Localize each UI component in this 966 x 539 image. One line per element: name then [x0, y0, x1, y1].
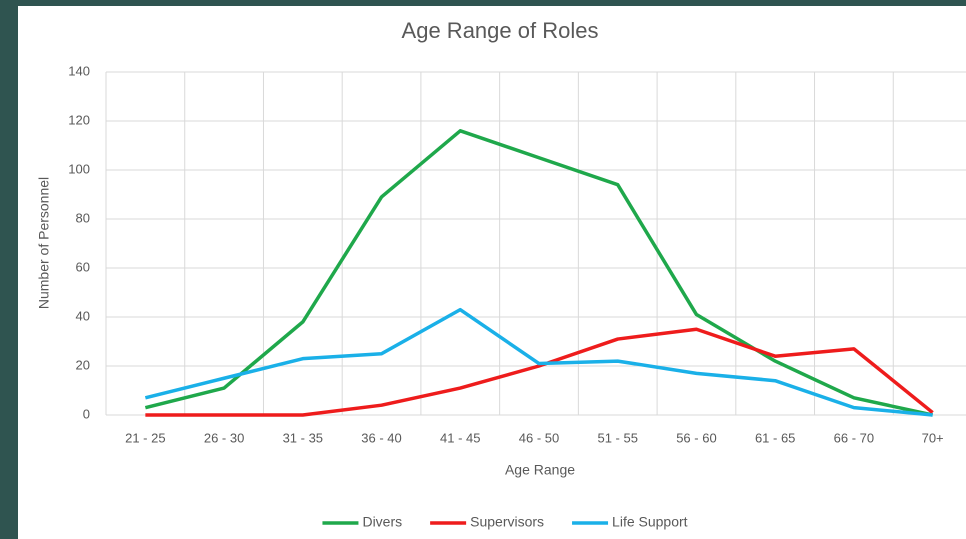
legend: Divers Supervisors Life Support	[322, 514, 688, 530]
y-tick-label: 140	[68, 63, 90, 78]
y-tick-label: 20	[76, 357, 90, 372]
x-tick-label: 36 - 40	[361, 430, 401, 445]
y-tick-label: 60	[76, 259, 90, 274]
x-tick-label: 46 - 50	[519, 430, 559, 445]
x-tick-label: 51 - 55	[597, 430, 637, 445]
chart-title: Age Range of Roles	[402, 18, 599, 43]
x-tick-label: 61 - 65	[755, 430, 795, 445]
x-axis-label: Age Range	[505, 462, 575, 478]
x-tick-label: 70+	[922, 430, 944, 445]
x-tick-label: 56 - 60	[676, 430, 716, 445]
series-line	[144, 129, 934, 417]
x-tick-label: 26 - 30	[204, 430, 244, 445]
y-tick-label: 100	[68, 161, 90, 176]
legend-label: Life Support	[612, 514, 688, 530]
x-tick-label: 66 - 70	[834, 430, 874, 445]
legend-label: Divers	[362, 514, 402, 530]
series-line	[145, 327, 934, 417]
series-line	[144, 307, 933, 417]
y-tick-label: 0	[83, 406, 90, 421]
x-tick-label: 21 - 25	[125, 430, 165, 445]
x-tick-label: 31 - 35	[283, 430, 323, 445]
plot	[144, 129, 934, 417]
y-tick-label: 120	[68, 112, 90, 127]
chart-area	[18, 6, 966, 539]
y-tick-label: 80	[76, 210, 90, 225]
y-tick-label: 40	[76, 308, 90, 323]
x-tick-label: 41 - 45	[440, 430, 480, 445]
y-axis-label: Number of Personnel	[36, 177, 52, 309]
legend-label: Supervisors	[470, 514, 544, 530]
